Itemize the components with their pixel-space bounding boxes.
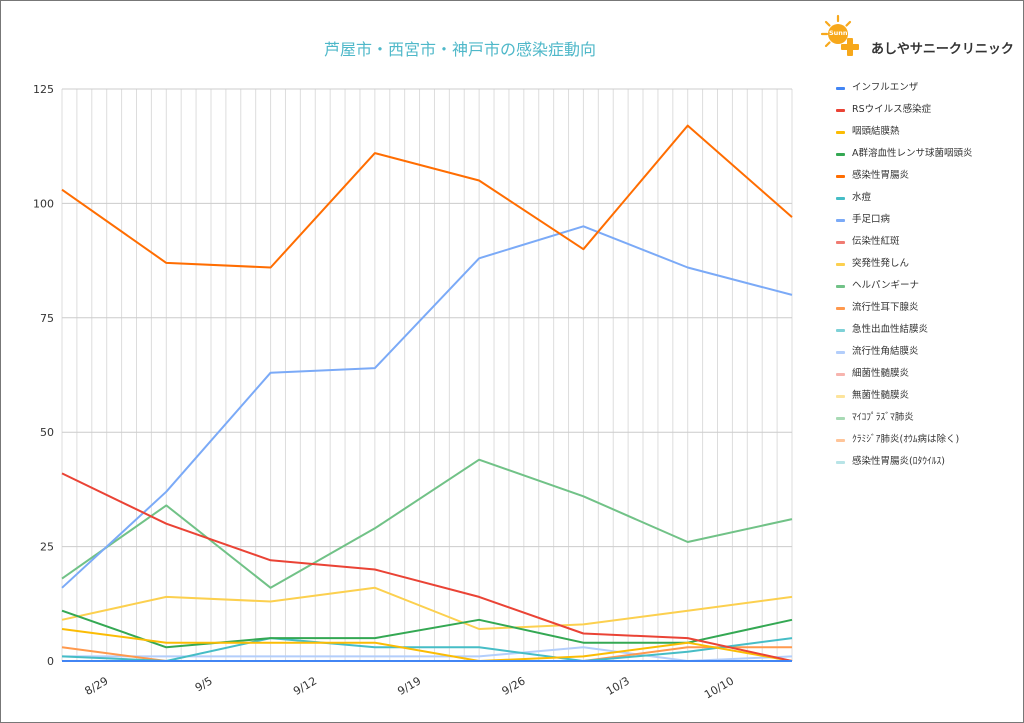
axes: 0 25 50 75 100 125 8/29 9/5 9/12 9/19 9/26 10/3 10/1… [33,83,736,701]
legend-label: 感染性胃腸炎 [852,170,910,181]
grid [61,88,793,662]
series-line [61,586,793,630]
legend-label: RSウイルス感染症 [852,104,932,115]
series-line [61,225,793,589]
legend-swatch [836,241,845,244]
legend-label: 水痘 [852,192,872,203]
legend-swatch [836,329,845,332]
legend-item: 感染性胃腸炎(ﾛﾀｳｲﾙｽ) [836,454,1021,476]
legend-item: インフルエンザ [836,80,1021,102]
series-line [61,472,793,662]
legend-swatch [836,219,845,222]
legend-swatch [836,263,845,266]
legend-swatch [836,417,845,420]
y-tick-label: 100 [33,197,54,210]
sun-cross-logo-icon [820,14,859,56]
legend-swatch [836,351,845,354]
x-tick-label: 9/19 [395,674,423,698]
legend-item: 感染性胃腸炎 [836,168,1021,190]
legend-item: RSウイルス感染症 [836,102,1021,124]
legend-swatch [836,285,845,288]
legend-item: 手足口病 [836,212,1021,234]
series-line [61,637,793,662]
legend-swatch [836,307,845,310]
legend-item: 水痘 [836,190,1021,212]
y-tick-label: 0 [47,655,54,668]
x-tick-label: 8/29 [83,674,111,698]
legend-label: インフルエンザ [852,82,919,93]
legend-swatch [836,461,845,464]
legend-item: 無菌性髄膜炎 [836,388,1021,410]
legend: インフルエンザ RSウイルス感染症 咽頭結膜熱 A群溶血性レンサ球菌咽頭炎 感染性胃腸炎… [836,80,1021,476]
legend-swatch [836,197,845,200]
y-tick-label: 75 [40,312,54,325]
x-tick-label: 9/5 [193,674,215,694]
legend-item: 咽頭結膜熱 [836,124,1021,146]
legend-item: 細菌性髄膜炎 [836,366,1021,388]
logo-badge-text: Sunny [829,29,852,37]
legend-swatch [836,373,845,376]
legend-label: 急性出血性結膜炎 [852,324,929,335]
legend-label: 流行性耳下腺炎 [852,302,919,313]
legend-item: 流行性角結膜炎 [836,344,1021,366]
chart-title: 芦屋市・西宮市・神戸市の感染症動向 [323,40,596,59]
x-tick-label: 10/10 [702,674,736,701]
legend-item: A群溶血性レンサ球菌咽頭炎 [836,146,1021,168]
legend-label: 無菌性髄膜炎 [852,390,910,401]
x-tick-label: 9/26 [500,674,528,698]
legend-label: ヘルパンギーナ [852,280,919,291]
logo-name: あしやサニークリニック [871,42,1014,57]
legend-item: 流行性耳下腺炎 [836,300,1021,322]
y-tick-label: 50 [40,426,54,439]
series-line [61,609,793,649]
legend-swatch [836,131,845,134]
legend-label: 伝染性紅斑 [852,236,900,247]
legend-item: 急性出血性結膜炎 [836,322,1021,344]
legend-label: 感染性胃腸炎(ﾛﾀｳｲﾙｽ) [852,456,945,467]
legend-label: 手足口病 [852,214,891,225]
legend-item: 伝染性紅斑 [836,234,1021,256]
series-line [61,124,793,269]
legend-swatch [836,109,845,112]
legend-label: 突発性発しん [852,258,910,269]
legend-label: A群溶血性レンサ球菌咽頭炎 [852,148,973,159]
series-lines [61,124,793,662]
x-tick-label: 9/12 [291,674,319,698]
y-tick-label: 25 [40,541,54,554]
legend-swatch [836,153,845,156]
legend-swatch [836,175,845,178]
legend-label: ﾏｲｺﾌﾟﾗｽﾞﾏ肺炎 [852,412,914,423]
legend-label: 細菌性髄膜炎 [852,368,910,379]
legend-item: ヘルパンギーナ [836,278,1021,300]
legend-label: 流行性角結膜炎 [852,346,919,357]
legend-item: ｸﾗﾐｼﾞｱ肺炎(ｵｳﾑ病は除く) [836,432,1021,454]
legend-swatch [836,439,845,442]
series-line [61,628,793,662]
legend-item: 突発性発しん [836,256,1021,278]
legend-label: 咽頭結膜熱 [852,126,900,137]
legend-swatch [836,87,845,90]
legend-label: ｸﾗﾐｼﾞｱ肺炎(ｵｳﾑ病は除く) [852,434,960,445]
clinic-logo: Sunny あしやサニークリニック [820,14,1020,64]
y-tick-label: 125 [33,83,54,96]
x-tick-label: 10/3 [604,674,632,698]
series-line [61,458,793,589]
legend-swatch [836,395,845,398]
legend-item: ﾏｲｺﾌﾟﾗｽﾞﾏ肺炎 [836,410,1021,432]
